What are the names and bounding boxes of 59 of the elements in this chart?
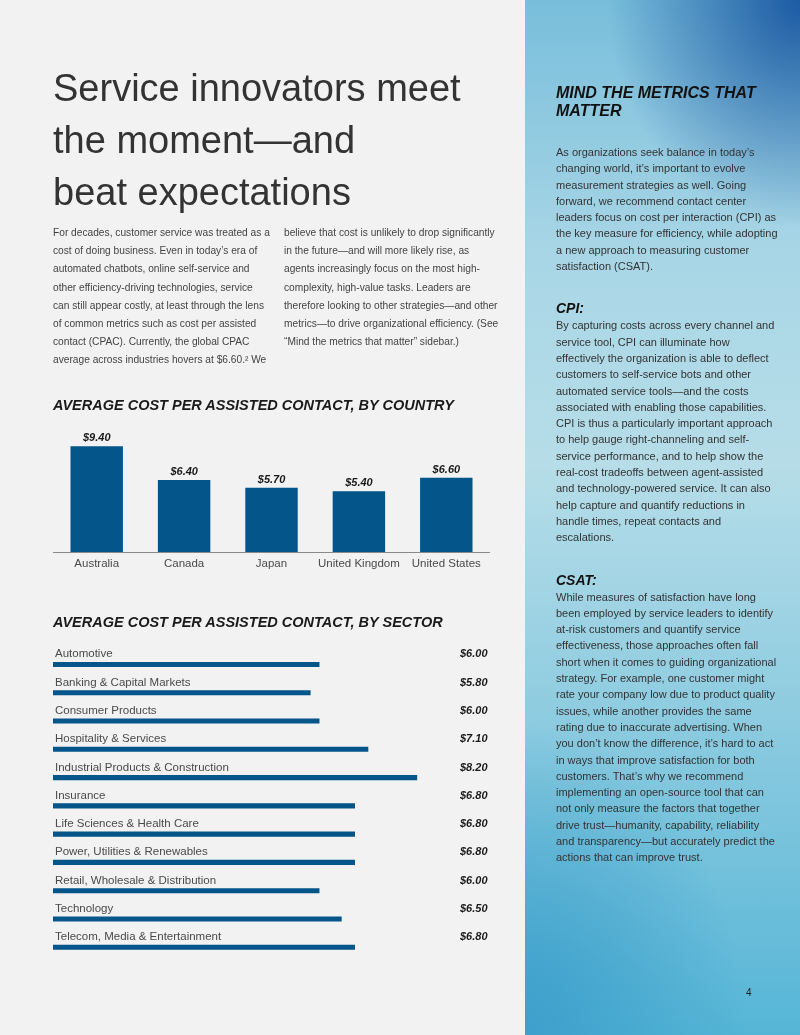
text: MIND THE METRICS THAT MATTER (556, 84, 758, 120)
bar (53, 859, 355, 865)
data-label: $8.20 (459, 761, 489, 773)
bar (53, 944, 355, 950)
y-tick-label: Telecom, Media & Entertainment (55, 930, 222, 942)
bar (53, 803, 355, 809)
data-label: $6.50 (459, 902, 489, 914)
text: As organizations seek balance in today’s changing world, it’s important to evolve measurement strategies as well. Going forward, we recommend contact center leaders focus on cost per interaction (CPI) as the key measure for efficiency, while adopting a new approach to measuring customer satisfaction (CSAT). (556, 145, 778, 275)
text: For decades, customer service was treated as a cost of doing business. Even in today’s era of automated chatbots, online self-service and other efficiency-driving technologies, service can still appear costly, at least through the lens of common metrics such as cost per assisted contact (CPAC). Currently, the global CPAC average across industries hovers at $6.60.² We believe that cost is unlikely to drop significantly in the future—and will more likely rise, as agents increasingly focus on the most high-complexity, high-value tasks. Leaders are therefore looking to other strategies—and other metrics—to drive organizational efficiency. (See “Mind the metrics that matter” sidebar.) (53, 227, 499, 366)
data-label: $6.80 (459, 845, 489, 857)
data-label: $5.80 (459, 676, 489, 688)
y-tick-label: Consumer Products (55, 704, 157, 716)
text: 4 (746, 987, 752, 998)
x-tick-label: Canada (163, 556, 205, 569)
bar (332, 491, 386, 552)
x-tick-label: United Kingdom (317, 556, 400, 569)
data-label: $9.40 (82, 431, 112, 444)
data-label: $6.00 (459, 704, 489, 716)
y-tick-label: Retail, Wholesale & Distribution (55, 874, 217, 886)
bar (53, 888, 320, 894)
bar (420, 477, 473, 552)
y-tick-label: Industrial Products & Construction (55, 761, 229, 773)
x-tick-label: Japan (255, 556, 288, 569)
bar (53, 718, 320, 724)
data-label: $5.40 (344, 476, 374, 489)
text: CPI: (556, 300, 585, 318)
text: Service innovators meet the moment—and beat expectations (53, 66, 462, 215)
bar (53, 831, 355, 837)
data-label: $6.60 (431, 462, 461, 475)
x-tick-label: United States (411, 556, 482, 569)
data-label: $6.00 (459, 874, 489, 886)
bar (53, 746, 369, 752)
text: By capturing costs across every channel and service tool, CPI can illuminate how effectively the organization is able to deflect customers to self-service bots and other automated service tools—and the costs associated with enabling those capabilities. CPI is thus a particularly important approach to help gauge right-channeling and self-service performance, and to help show the real-cost tradeoffs between agent-assisted and technology-powered service. It can also help capture and quantify reductions in handle times, repeat contacts and escalations. (556, 319, 775, 544)
bar (157, 479, 211, 552)
data-label: $6.80 (459, 930, 489, 942)
bar (70, 446, 123, 552)
bar (53, 690, 311, 696)
chart-title: AVERAGE COST PER ASSISTED CONTACT, BY SECTOR (52, 614, 444, 631)
data-label: $5.70 (256, 472, 287, 485)
data-label: $6.00 (459, 647, 489, 659)
x-tick-label: Australia (74, 556, 120, 569)
y-tick-label: Life Sciences & Health Care (55, 817, 199, 829)
bar (53, 775, 418, 781)
y-tick-label: Power, Utilities & Renewables (55, 845, 209, 857)
bar (53, 916, 342, 922)
y-tick-label: Automotive (55, 647, 113, 659)
text: CSAT: (556, 571, 598, 589)
data-label: $6.80 (459, 817, 489, 829)
y-tick-label: Technology (55, 902, 114, 914)
data-label: $6.40 (169, 464, 199, 477)
y-tick-label: Insurance (55, 789, 106, 801)
bar (53, 661, 320, 668)
bar (245, 487, 298, 552)
y-tick-label: Hospitality & Services (55, 732, 167, 744)
y-tick-label: Banking & Capital Markets (55, 676, 191, 688)
data-label: $7.10 (459, 732, 489, 744)
chart-title: AVERAGE COST PER ASSISTED CONTACT, BY COUNTRY (52, 397, 456, 414)
text: While measures of satisfaction have long been employed by service leaders to identify at-risk customers and quantify service effectiveness, those approaches often fall short when it comes to guiding organizational strategy. For example, one customer might rate your company low due to product quality issues, while another provides the same rating due to inaccurate advertising. When you don’t know the difference, it’s hard to act in ways that improve satisfaction for both customers. That’s why we recommend implementing an open-source tool that can not only measure the factors that together drive trust—humanity, capability, reliability and transparency—but accurately predict the actions that can improve trust. (556, 590, 777, 864)
data-label: $6.80 (459, 789, 489, 801)
